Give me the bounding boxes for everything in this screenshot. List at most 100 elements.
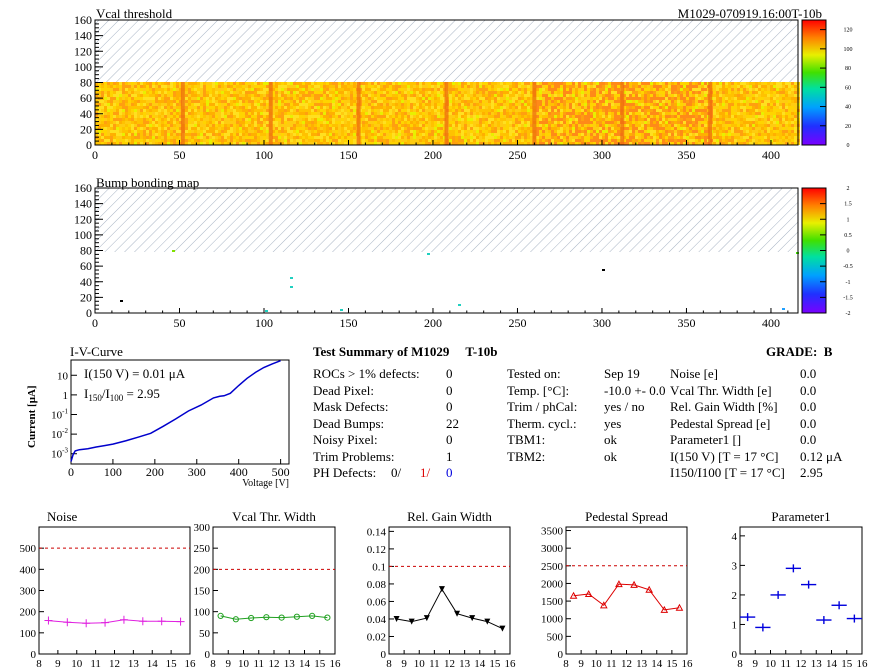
heatmap-cell <box>656 130 659 133</box>
heatmap-cell <box>242 139 245 142</box>
heatmap-cell <box>518 142 521 145</box>
heatmap-cell <box>647 112 650 115</box>
heatmap-cell <box>692 97 695 100</box>
heatmap-cell <box>680 82 683 85</box>
heatmap-cell <box>494 100 497 103</box>
heatmap-cell <box>674 124 677 127</box>
heatmap-cell <box>752 103 755 106</box>
heatmap-cell <box>158 127 161 130</box>
heatmap-cell <box>263 124 266 127</box>
heatmap-cell <box>647 136 650 139</box>
heatmap-cell <box>308 115 311 118</box>
heatmap-cell <box>488 136 491 139</box>
heatmap-cell <box>206 82 209 85</box>
heatmap-cell <box>584 100 587 103</box>
heatmap-cell <box>560 94 563 97</box>
heatmap-cell <box>347 82 350 85</box>
heatmap-cell <box>701 103 704 106</box>
chip-edge <box>180 82 185 145</box>
heatmap-cell <box>704 139 707 142</box>
heatmap-cell <box>542 91 545 94</box>
heatmap-cell <box>437 136 440 139</box>
heatmap-cell <box>308 103 311 106</box>
heatmap-cell <box>134 100 137 103</box>
heatmap-cell <box>191 91 194 94</box>
heatmap-cell <box>746 142 749 145</box>
heatmap-cell <box>539 133 542 136</box>
heatmap-cell <box>191 100 194 103</box>
heatmap-cell <box>758 142 761 145</box>
heatmap-cell <box>380 82 383 85</box>
heatmap-cell <box>134 142 137 145</box>
heatmap-cell <box>512 118 515 121</box>
heatmap-cell <box>476 121 479 124</box>
heatmap-cell <box>758 112 761 115</box>
heatmap-cell <box>521 127 524 130</box>
heatmap-cell <box>572 106 575 109</box>
heatmap-cell <box>623 100 626 103</box>
heatmap-cell <box>521 109 524 112</box>
heatmap-cell <box>413 88 416 91</box>
heatmap-cell <box>662 124 665 127</box>
heatmap-cell <box>167 127 170 130</box>
heatmap-cell <box>134 130 137 133</box>
heatmap-cell <box>440 85 443 88</box>
heatmap-cell <box>230 127 233 130</box>
heatmap-cell <box>188 94 191 97</box>
heatmap-cell <box>722 112 725 115</box>
heatmap-cell <box>419 127 422 130</box>
heatmap-cell <box>425 103 428 106</box>
heatmap-cell <box>434 130 437 133</box>
heatmap-cell <box>185 109 188 112</box>
heatmap-cell <box>497 139 500 142</box>
heatmap-cell <box>131 124 134 127</box>
heatmap-cell <box>647 103 650 106</box>
heatmap-cell <box>764 136 767 139</box>
heatmap-cell <box>509 106 512 109</box>
heatmap-cell <box>194 112 197 115</box>
heatmap-cell <box>185 121 188 124</box>
heatmap-cell <box>752 142 755 145</box>
heatmap-cell <box>209 142 212 145</box>
heatmap-cell <box>653 130 656 133</box>
heatmap-cell <box>461 82 464 85</box>
heatmap-cell <box>437 88 440 91</box>
heatmap-cell <box>644 103 647 106</box>
heatmap-cell <box>701 133 704 136</box>
heatmap-cell <box>218 109 221 112</box>
heatmap-cell <box>569 85 572 88</box>
heatmap-cell <box>695 91 698 94</box>
heatmap-cell <box>599 139 602 142</box>
heatmap-cell <box>329 106 332 109</box>
heatmap-cell <box>425 106 428 109</box>
heatmap-cell <box>767 94 770 97</box>
heatmap-cell <box>749 100 752 103</box>
heatmap-cell <box>203 97 206 100</box>
heatmap-cell <box>743 91 746 94</box>
heatmap-cell <box>614 130 617 133</box>
heatmap-cell <box>674 103 677 106</box>
heatmap-cell <box>371 85 374 88</box>
heatmap-cell <box>599 97 602 100</box>
heatmap-cell <box>224 103 227 106</box>
heatmap-cell <box>551 109 554 112</box>
heatmap-cell <box>491 91 494 94</box>
heatmap-cell <box>599 106 602 109</box>
heatmap-cell <box>575 121 578 124</box>
heatmap-cell <box>485 118 488 121</box>
heatmap-cell <box>767 142 770 145</box>
heatmap-cell <box>638 106 641 109</box>
heatmap-cell <box>767 91 770 94</box>
heatmap-cell <box>680 94 683 97</box>
heatmap-cell <box>266 127 269 130</box>
heatmap-cell <box>626 109 629 112</box>
heatmap-cell <box>476 115 479 118</box>
heatmap-cell <box>437 142 440 145</box>
heatmap-cell <box>224 127 227 130</box>
heatmap-cell <box>197 91 200 94</box>
heatmap-cell <box>413 109 416 112</box>
heatmap-cell <box>323 118 326 121</box>
heatmap-cell <box>719 112 722 115</box>
heatmap-cell <box>608 133 611 136</box>
heatmap-cell <box>449 109 452 112</box>
